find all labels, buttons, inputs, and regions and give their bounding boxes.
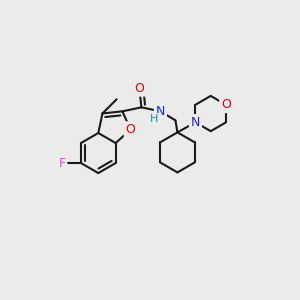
Text: O: O — [126, 123, 136, 136]
Text: F: F — [58, 157, 65, 169]
Text: N: N — [156, 105, 165, 118]
Text: N: N — [191, 116, 200, 129]
Text: O: O — [134, 82, 144, 95]
Text: H: H — [150, 114, 158, 124]
Text: O: O — [221, 98, 231, 111]
